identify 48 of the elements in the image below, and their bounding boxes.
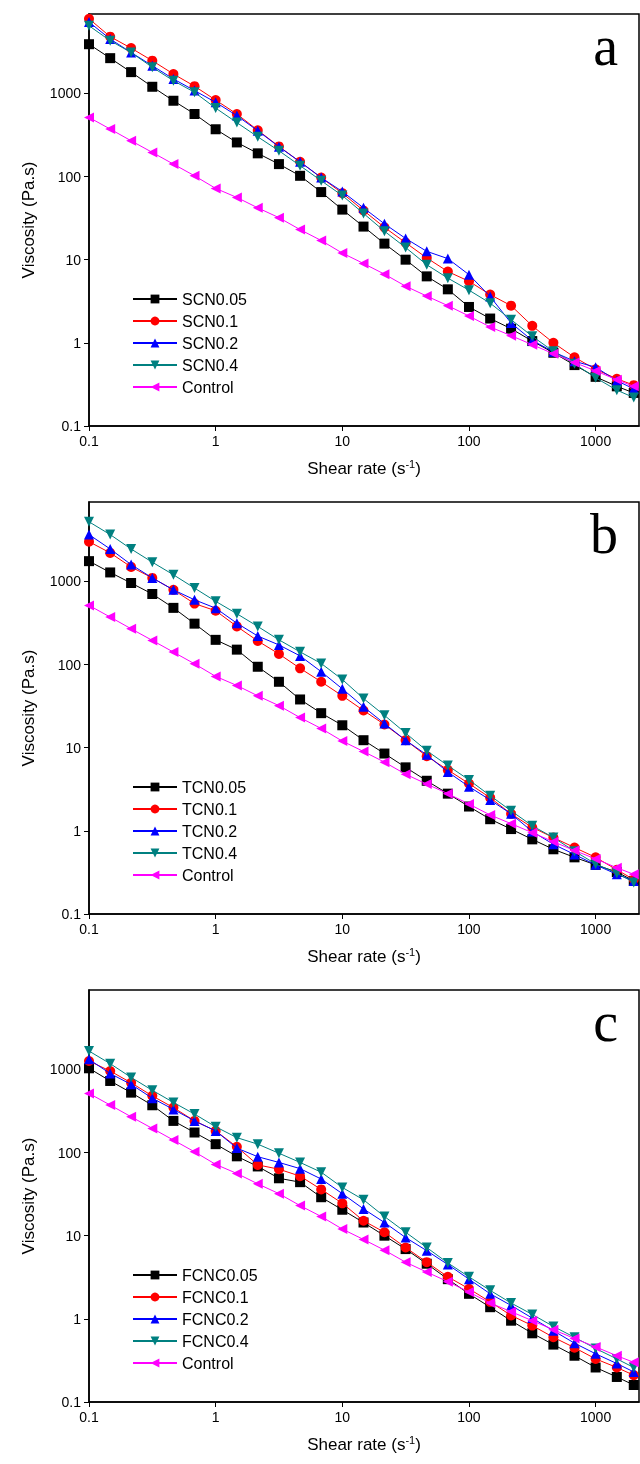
x-tick-label: 100 xyxy=(457,433,481,449)
y-tick-label: 1 xyxy=(73,334,82,351)
y-tick-label: 1 xyxy=(73,1310,82,1327)
y-tick-label: 10 xyxy=(65,739,82,756)
legend-label: SCN0.2 xyxy=(182,334,239,352)
annotation: b xyxy=(590,503,618,565)
y-tick-label: 100 xyxy=(57,656,82,673)
y-tick-label: 1 xyxy=(73,822,82,839)
y-axis-title: Viscosity (Pa.s) xyxy=(19,1137,38,1255)
x-tick-label: 100 xyxy=(457,921,481,937)
x-tick-label: 10 xyxy=(334,921,351,937)
x-tick-label: 10 xyxy=(334,1409,351,1425)
y-tick-label: 0.1 xyxy=(61,1394,82,1410)
legend-label: TCN0.05 xyxy=(182,778,247,796)
legend-label: SCN0.05 xyxy=(182,290,248,308)
legend-label: TCN0.1 xyxy=(182,800,238,818)
x-tick-label: 1000 xyxy=(580,1409,612,1425)
x-tick-label: 10 xyxy=(334,433,351,449)
annotation: c xyxy=(593,991,618,1053)
x-tick-label: 1 xyxy=(211,1409,220,1425)
x-tick-label: 100 xyxy=(457,1409,481,1425)
legend-label: SCN0.4 xyxy=(182,356,239,374)
y-tick-label: 1000 xyxy=(49,573,82,590)
y-tick-label: 100 xyxy=(57,168,82,185)
y-tick-label: 10 xyxy=(65,1227,82,1244)
y-tick-label: 1000 xyxy=(49,1061,82,1078)
legend-label: FCNC0.2 xyxy=(182,1310,249,1328)
y-tick-label: 0.1 xyxy=(61,418,82,434)
x-tick-label: 1000 xyxy=(580,921,612,937)
legend-label: Control xyxy=(182,378,234,396)
x-tick-label: 1 xyxy=(211,921,220,937)
y-tick-label: 0.1 xyxy=(61,906,82,922)
legend-label: TCN0.2 xyxy=(182,822,238,840)
x-tick-label: 1 xyxy=(211,433,220,449)
legend-label: FCNC0.05 xyxy=(182,1266,258,1284)
legend-label: Control xyxy=(182,1354,234,1372)
legend-label: Control xyxy=(182,866,234,884)
annotation: a xyxy=(593,15,619,77)
legend-label: TCN0.4 xyxy=(182,844,238,862)
legend-label: FCNC0.4 xyxy=(182,1332,249,1350)
y-tick-label: 100 xyxy=(57,1144,82,1161)
y-tick-label: 1000 xyxy=(49,85,82,102)
x-tick-label: 1000 xyxy=(580,433,612,449)
y-tick-label: 10 xyxy=(65,251,82,268)
y-axis-title: Viscosity (Pa.s) xyxy=(19,161,38,279)
legend-label: FCNC0.1 xyxy=(182,1288,249,1306)
y-axis-title: Viscosity (Pa.s) xyxy=(19,649,38,767)
legend-label: SCN0.1 xyxy=(182,312,239,330)
